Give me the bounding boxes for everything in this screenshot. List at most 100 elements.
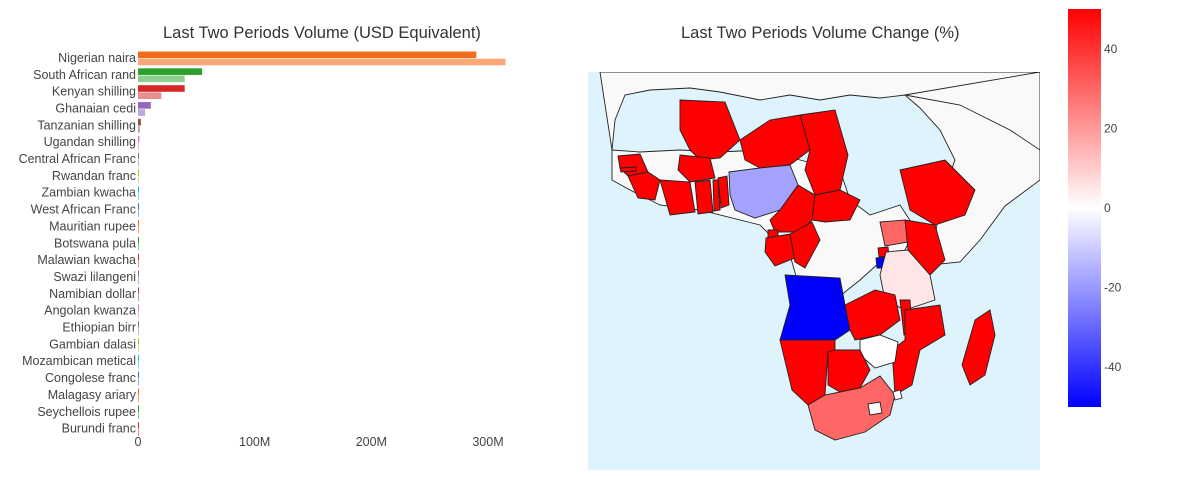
bar[interactable] [138,85,185,92]
bar[interactable] [138,244,139,251]
colorbar-tick-label: 0 [1104,201,1111,215]
category-label: Ugandan shilling [44,135,136,149]
bar[interactable] [138,75,185,83]
region-ghana[interactable] [694,179,714,215]
bar[interactable] [138,270,139,278]
bar[interactable] [138,321,139,328]
bar[interactable] [138,176,139,184]
bar[interactable] [138,159,139,167]
bar[interactable] [138,294,139,302]
bar[interactable] [138,371,139,379]
region-uganda[interactable] [879,219,909,247]
x-tick-label: 100M [239,435,270,449]
bar[interactable] [138,405,139,412]
bar[interactable] [138,68,203,75]
bar[interactable] [138,337,139,345]
colorbar-tick-label: -20 [1104,281,1122,295]
bar[interactable] [138,169,139,177]
category-label: South African rand [33,68,136,82]
category-label: Malagasy ariary [48,388,137,402]
category-label: Swazi lilangeni [53,270,136,284]
bar[interactable] [138,378,139,386]
bar[interactable] [138,193,139,201]
bar-chart[interactable]: Nigerian naira South African rand Kenyan s… [0,0,560,477]
bar[interactable] [138,227,139,234]
land-shape [904,72,1040,151]
colorbar-tick-label: -40 [1104,360,1122,374]
bar[interactable] [138,429,139,436]
map-chart-title: Last Two Periods Volume Change (%) [681,24,960,42]
bar[interactable] [138,102,151,109]
region-eswatini[interactable] [892,389,903,401]
category-label: Kenyan shilling [52,85,136,99]
bar[interactable] [138,345,139,352]
category-label: Mauritian rupee [49,219,136,233]
bar[interactable] [138,126,140,133]
region-kenya[interactable] [904,219,946,276]
bar[interactable] [138,287,139,294]
category-label: Nigerian naira [58,51,136,65]
region-mozambique[interactable] [891,304,946,396]
bar[interactable] [138,388,139,396]
region-ivory-coast[interactable] [659,179,696,216]
region-zambia[interactable] [844,289,901,341]
bar[interactable] [138,354,139,362]
bar[interactable] [138,395,139,403]
region-congo[interactable] [789,221,821,269]
category-label: West African Franc [31,203,136,217]
land-shape [867,401,883,416]
bar[interactable] [138,311,139,319]
category-label: Seychellois rupee [37,405,136,419]
bar[interactable] [138,253,139,261]
bar[interactable] [138,92,162,99]
region-burkina-faso[interactable] [677,154,716,183]
colorbar-tick-label: 40 [1104,42,1118,56]
bar[interactable] [138,236,139,244]
bar[interactable] [138,210,139,217]
bar-chart-title: Last Two Periods Volume (USD Equivalent) [163,24,481,42]
x-tick-label: 0 [135,435,142,449]
category-label: Congolese franc [45,371,136,385]
bar[interactable] [138,328,139,335]
bar[interactable] [138,220,139,227]
category-label: Rwandan franc [52,169,136,183]
category-label: Malawian kwacha [37,253,136,267]
bar[interactable] [138,304,139,311]
category-label: Zambian kwacha [42,186,137,200]
category-label: Gambian dalasi [49,337,136,351]
category-label: Ethiopian birr [62,321,136,335]
bar[interactable] [138,277,139,285]
region-madagascar[interactable] [961,309,996,386]
bar[interactable] [138,58,506,66]
bar[interactable] [138,362,139,369]
category-label: Tanzanian shilling [37,118,136,132]
colorbar-tick-label: 20 [1104,121,1118,135]
bar[interactable] [138,422,139,429]
region-benin[interactable] [717,175,730,209]
x-tick-label: 200M [356,435,387,449]
bar[interactable] [138,109,145,116]
region-gambia[interactable] [619,166,637,173]
bar[interactable] [138,142,139,150]
bar[interactable] [138,152,139,160]
map-land [599,72,1040,441]
bar[interactable] [138,412,139,420]
bar[interactable] [138,51,477,59]
region-namibia[interactable] [779,339,836,406]
region-ethiopia[interactable] [899,159,976,226]
region-guinea[interactable] [627,171,661,201]
region-angola[interactable] [779,274,851,341]
region-central-african-republic[interactable] [811,189,861,223]
region-togo[interactable] [712,179,721,212]
bar[interactable] [138,118,141,126]
category-label: Angolan kwanza [44,304,136,318]
region-niger[interactable] [739,114,811,169]
bar[interactable] [138,203,139,210]
bar[interactable] [138,260,139,268]
region-gabon[interactable] [764,233,796,267]
bar[interactable] [138,186,139,193]
category-label: Ghanaian cedi [55,101,136,115]
category-label: Burundi franc [62,422,136,436]
bar[interactable] [138,135,140,143]
